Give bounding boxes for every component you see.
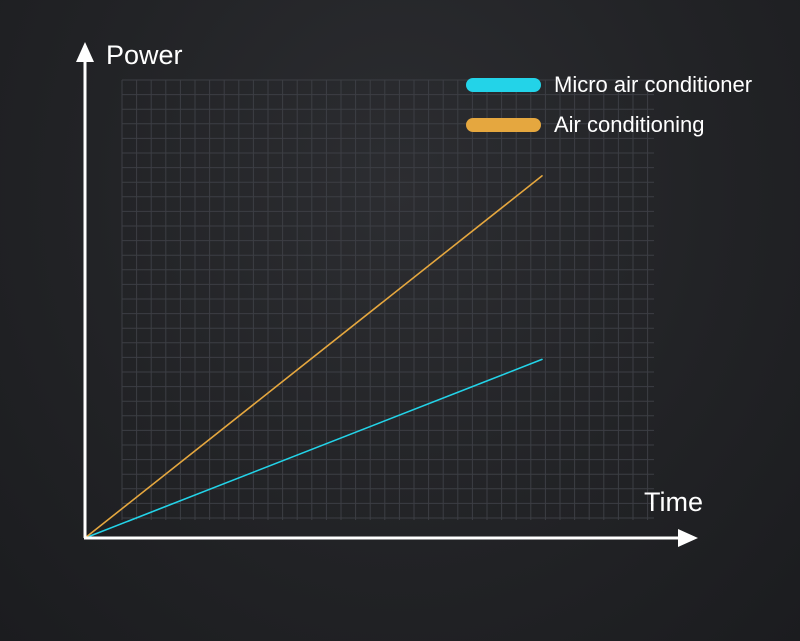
- grid: [121, 79, 654, 520]
- x-axis-label: Time: [644, 487, 703, 517]
- series-layer: [84, 175, 543, 539]
- legend: Micro air conditioner Air conditioning: [466, 65, 752, 145]
- series-line-micro-air-conditioner: [84, 358, 543, 539]
- series-line-air-conditioning: [84, 175, 543, 539]
- legend-item-micro-air-conditioner: Micro air conditioner: [466, 65, 752, 105]
- legend-label: Micro air conditioner: [554, 72, 753, 97]
- x-axis-arrow: [678, 529, 698, 547]
- legend-item-air-conditioning: Air conditioning: [466, 105, 752, 145]
- legend-swatch: [466, 118, 541, 132]
- legend-label: Air conditioning: [554, 112, 705, 137]
- legend-swatch: [466, 78, 541, 92]
- y-axis-label: Power: [106, 40, 183, 70]
- axes: [76, 42, 698, 547]
- y-axis-arrow: [76, 42, 94, 62]
